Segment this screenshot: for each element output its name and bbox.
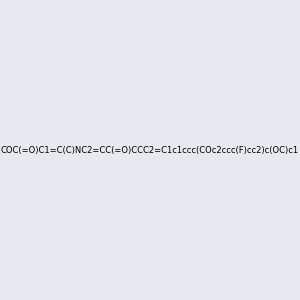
Text: COC(=O)C1=C(C)NC2=CC(=O)CCC2=C1c1ccc(COc2ccc(F)cc2)c(OC)c1: COC(=O)C1=C(C)NC2=CC(=O)CCC2=C1c1ccc(COc… [1,146,299,154]
